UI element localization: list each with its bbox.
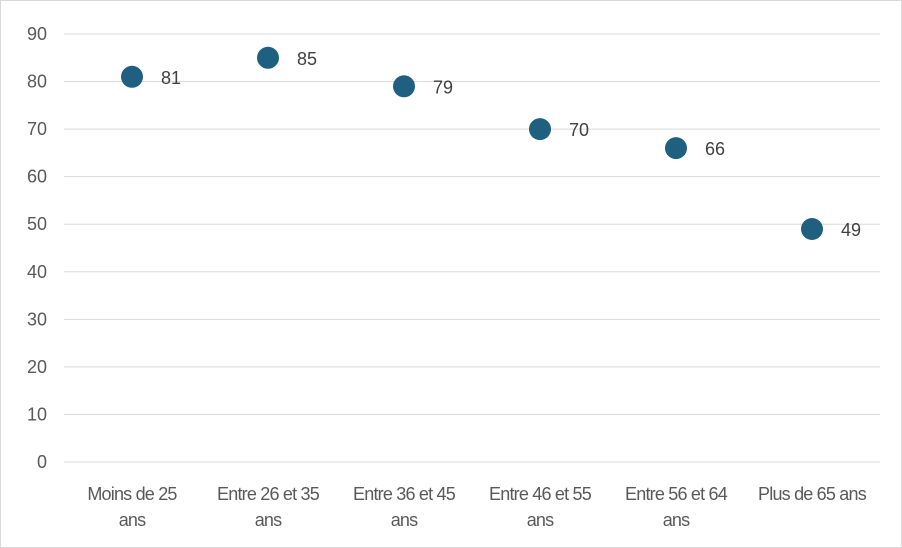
- data-point: [529, 118, 551, 141]
- data-point: [665, 137, 687, 160]
- y-tick-label: 40: [27, 262, 47, 282]
- y-tick-label: 70: [27, 119, 47, 139]
- data-point: [801, 217, 823, 240]
- y-tick-label: 50: [27, 214, 47, 234]
- x-category-label-line: Moins de 25: [87, 484, 177, 504]
- data-label: 66: [705, 139, 725, 159]
- y-tick-label: 30: [27, 309, 47, 329]
- y-tick-label: 0: [37, 452, 47, 472]
- y-tick-label: 20: [27, 357, 47, 377]
- x-category-label-line: Entre 46 et 55: [489, 484, 592, 504]
- x-category-label-line: ans: [527, 510, 554, 530]
- x-category-label-line: Entre 26 et 35: [217, 484, 320, 504]
- y-tick-label: 80: [27, 72, 47, 92]
- data-label: 70: [569, 120, 589, 140]
- x-category-label-line: Entre 56 et 64: [625, 484, 728, 504]
- data-label: 85: [297, 49, 317, 69]
- y-tick-label: 60: [27, 167, 47, 187]
- y-tick-label: 10: [27, 404, 47, 424]
- x-category-label: Plus de 65 ans: [758, 484, 867, 504]
- x-category-label-line: Plus de 65 ans: [758, 484, 867, 504]
- x-category-label-line: ans: [663, 510, 690, 530]
- x-category-label: Entre 46 et 55 ans: [489, 484, 592, 530]
- x-category-label: Entre 36 et 45 ans: [353, 484, 456, 530]
- data-point: [121, 65, 143, 88]
- data-point: [257, 46, 279, 69]
- data-point: [393, 75, 415, 98]
- y-tick-label: 90: [27, 24, 47, 44]
- x-category-label: Moins de 25 ans: [87, 484, 177, 530]
- x-category-label: Entre 56 et 64 ans: [625, 484, 728, 530]
- data-label: 49: [841, 220, 861, 240]
- data-label: 79: [433, 77, 453, 97]
- x-category-label: Entre 26 et 35 ans: [217, 484, 320, 530]
- data-label: 81: [161, 68, 181, 88]
- x-category-label-line: Entre 36 et 45: [353, 484, 456, 504]
- x-category-label-line: ans: [119, 510, 146, 530]
- x-category-label-line: ans: [391, 510, 418, 530]
- x-category-label-line: ans: [255, 510, 282, 530]
